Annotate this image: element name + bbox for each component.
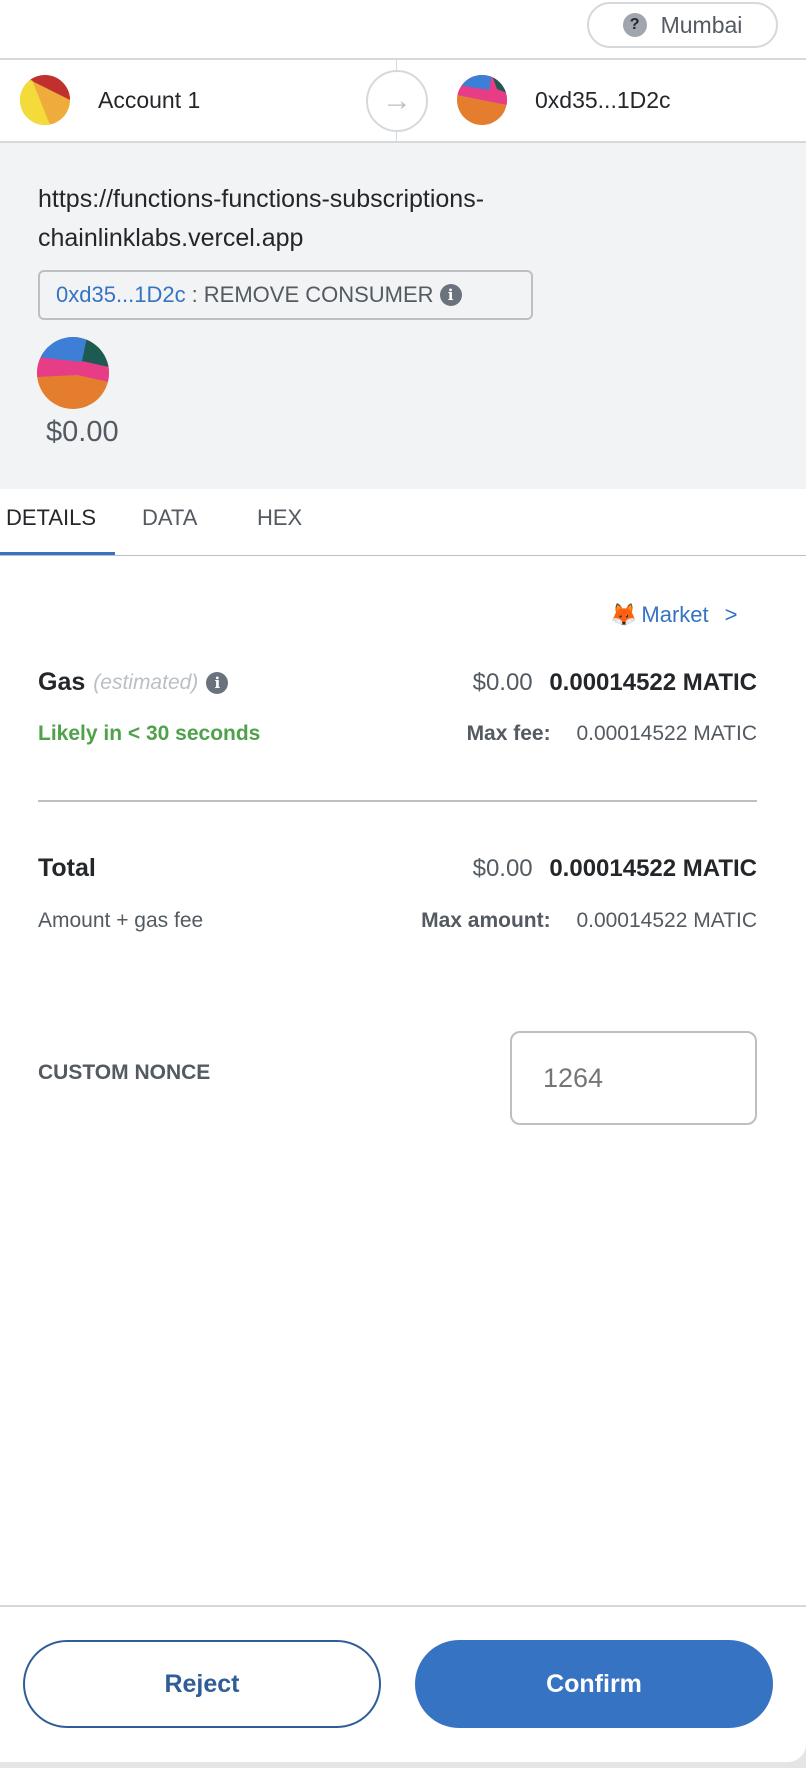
active-tab-indicator bbox=[0, 552, 115, 555]
max-amount-value: 0.00014522 MATIC bbox=[576, 909, 757, 932]
total-label: Total bbox=[38, 854, 96, 882]
custom-nonce-input[interactable] bbox=[510, 1031, 757, 1125]
total-subrow: Amount + gas fee Max amount: 0.00014522 … bbox=[38, 909, 757, 933]
gas-estimated-label: (estimated) bbox=[93, 670, 199, 694]
info-icon[interactable]: i bbox=[206, 671, 229, 694]
method-name: REMOVE CONSUMER bbox=[203, 282, 434, 307]
divider bbox=[38, 800, 757, 802]
gas-timing: Likely in < 30 seconds bbox=[38, 722, 261, 745]
market-label: Market bbox=[641, 602, 709, 627]
recipient-address[interactable]: 0xd35...1D2c bbox=[535, 87, 671, 113]
network-label: Mumbai bbox=[660, 11, 743, 38]
network-selector[interactable]: ? Mumbai bbox=[587, 2, 778, 48]
info-icon[interactable]: i bbox=[439, 284, 462, 306]
chevron-right-icon: > bbox=[724, 602, 738, 627]
origin-url-line: https://functions-functions-subscription… bbox=[38, 185, 485, 213]
transaction-value: $0.00 bbox=[46, 416, 119, 448]
from-account-name: Account 1 bbox=[98, 87, 201, 113]
tab-data[interactable]: DATA bbox=[142, 505, 198, 530]
separator: : bbox=[191, 282, 198, 307]
max-fee-value: 0.00014522 MATIC bbox=[576, 722, 757, 745]
fox-icon: 🦊 bbox=[610, 602, 638, 627]
divider bbox=[0, 58, 806, 60]
divider bbox=[0, 141, 806, 143]
footer-divider bbox=[0, 1605, 806, 1607]
custom-nonce-label: CUSTOM NONCE bbox=[38, 1061, 211, 1084]
origin-url-line: chainlinklabs.vercel.app bbox=[38, 224, 304, 252]
reject-button[interactable]: Reject bbox=[23, 1640, 381, 1728]
question-icon: ? bbox=[622, 13, 647, 37]
gas-subrow: Likely in < 30 seconds Max fee: 0.000145… bbox=[38, 722, 757, 746]
contract-avatar bbox=[37, 337, 109, 409]
account-avatar[interactable] bbox=[20, 75, 70, 125]
total-amount: 0.00014522 MATIC bbox=[549, 854, 757, 882]
tab-details[interactable]: DETAILS bbox=[6, 505, 97, 530]
confirm-button[interactable]: Confirm bbox=[415, 1640, 773, 1728]
gas-row: Gas (estimated) i $0.00 0.00014522 MATIC bbox=[38, 668, 757, 697]
contract-address-link[interactable]: 0xd35...1D2c bbox=[56, 282, 186, 307]
max-amount-label: Max amount: bbox=[421, 909, 551, 932]
max-fee-label: Max fee: bbox=[466, 722, 551, 745]
total-fiat: $0.00 bbox=[472, 854, 533, 882]
gas-fiat: $0.00 bbox=[472, 668, 533, 696]
total-row: Total $0.00 0.00014522 MATIC bbox=[38, 854, 757, 883]
transaction-summary bbox=[0, 143, 806, 489]
arrow-right-icon: → bbox=[366, 70, 428, 132]
tabs-border bbox=[0, 555, 806, 556]
recipient-avatar[interactable] bbox=[457, 75, 507, 125]
method-badge: 0xd35...1D2c : REMOVE CONSUMER i bbox=[38, 270, 533, 320]
market-gas-option[interactable]: 🦊 Market > bbox=[610, 602, 738, 628]
gas-label: Gas bbox=[38, 668, 86, 696]
tab-hex[interactable]: HEX bbox=[257, 505, 303, 530]
gas-amount: 0.00014522 MATIC bbox=[549, 668, 757, 696]
origin-url: https://functions-functions-subscription… bbox=[38, 180, 484, 258]
total-sub-label: Amount + gas fee bbox=[38, 909, 204, 932]
